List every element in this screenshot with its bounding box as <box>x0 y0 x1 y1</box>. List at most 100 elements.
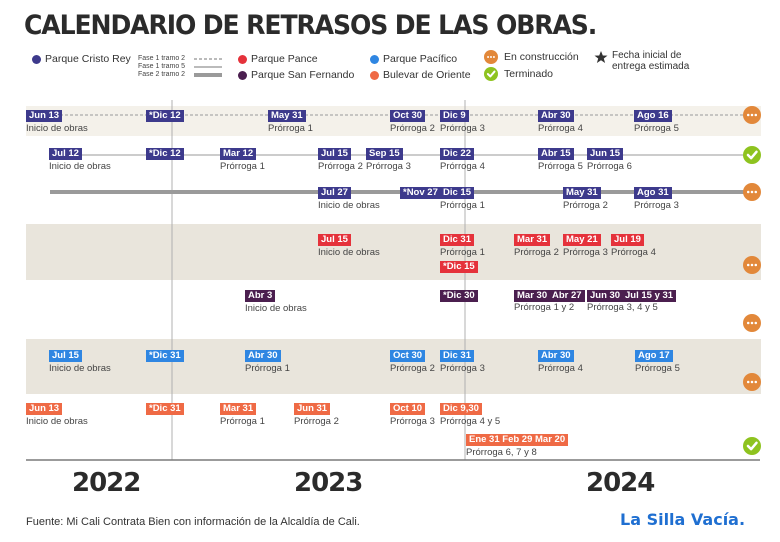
event-label: Prórroga 6 <box>587 161 632 172</box>
legend-label: Parque San Fernando <box>251 69 355 81</box>
event-date-tag: Ago 31 <box>634 187 672 199</box>
event-date-tag: *Dic 15 <box>440 261 478 273</box>
legend-dot <box>370 71 379 80</box>
event-date-tag: Dic 9,30 <box>440 403 482 415</box>
event-label: Inicio de obras <box>26 416 88 427</box>
event-date-tag: Jun 13 <box>26 403 63 415</box>
check-mark <box>746 441 758 451</box>
event-label: Prórroga 4 <box>440 161 485 172</box>
event-label: Prórroga 3 <box>440 363 485 374</box>
legend-star-label: Fecha inicial de entrega estimada <box>612 50 690 72</box>
event-label: Inicio de obras <box>245 303 307 314</box>
construction-dot <box>754 113 758 117</box>
row-band <box>26 339 761 394</box>
event-label: Prórroga 1 <box>440 247 485 258</box>
event-label: Prórroga 1 <box>220 161 265 172</box>
event-label: Prórroga 3, 4 y 5 <box>587 302 658 313</box>
event-date-tag: Abr 27 <box>549 290 585 302</box>
event-date-tag: Abr 3 <box>245 290 276 302</box>
construction-dot <box>746 321 750 325</box>
row-band <box>26 224 761 280</box>
brand-logo: La Silla Vacía. <box>620 510 746 529</box>
check-mark <box>746 150 758 160</box>
construction-dot <box>750 263 754 267</box>
legend-dot <box>238 55 247 64</box>
legend-label: Parque Pacífico <box>383 53 458 65</box>
done-icon <box>484 67 498 81</box>
event-date-tag: Ene 31 Feb 29 Mar 20 <box>466 434 569 446</box>
event-label: Prórroga 4 <box>538 363 583 374</box>
done-icon <box>743 146 761 164</box>
event-label: Prórroga 3 <box>440 123 485 134</box>
source-note: Fuente: Mi Cali Contrata Bien con inform… <box>26 516 360 528</box>
event-label: Prórroga 2 <box>390 363 435 374</box>
construction-dot <box>746 113 750 117</box>
legend-label: Parque Pance <box>251 53 318 65</box>
event-date-tag: Jul 12 <box>49 148 82 160</box>
event-date-tag: Jun 30 <box>587 290 624 302</box>
legend-phase-label: Fase 2 tramo 2 <box>138 71 186 78</box>
construction-dot <box>492 56 495 58</box>
event-date-tag: Oct 30 <box>390 110 426 122</box>
construction-dot <box>487 56 490 58</box>
event-label: Prórroga 5 <box>538 161 583 172</box>
event-label: Prórroga 1 <box>268 123 313 134</box>
event-label: Inicio de obras <box>318 247 380 258</box>
event-label: Prórroga 3 <box>563 247 608 258</box>
event-label: Prórroga 1 <box>220 416 265 427</box>
legend-dot <box>370 55 379 64</box>
event-date-tag: *Dic 12 <box>146 110 184 122</box>
construction-dot <box>750 190 754 194</box>
event-date-tag: Dic 22 <box>440 148 474 160</box>
legend-phase-label: Fase 1 tramo 2 <box>138 55 186 62</box>
event-date-tag: Mar 31 <box>514 234 551 246</box>
event-date-tag: Dic 31 <box>440 350 474 362</box>
legend-label: Bulevar de Oriente <box>383 69 471 81</box>
event-label: Inicio de obras <box>318 200 380 211</box>
event-date-tag: Jun 31 <box>294 403 331 415</box>
event-date-tag: Jun 13 <box>26 110 63 122</box>
event-date-tag: Dic 31 <box>440 234 474 246</box>
year-label: 2023 <box>294 468 363 498</box>
legend-dot <box>32 55 41 64</box>
legend-label: Parque Cristo Rey <box>45 53 131 65</box>
chart-title: CALENDARIO DE RETRASOS DE LAS OBRAS. <box>24 10 597 41</box>
event-date-tag: *Dic 12 <box>146 148 184 160</box>
construction-dot <box>746 263 750 267</box>
year-label: 2022 <box>72 468 141 498</box>
event-date-tag: Dic 9 <box>440 110 469 122</box>
event-date-tag: Mar 30 <box>514 290 551 302</box>
construction-dot <box>754 380 758 384</box>
event-date-tag: *Dic 31 <box>146 350 184 362</box>
construction-dot <box>490 56 492 58</box>
construction-dot <box>750 380 754 384</box>
event-date-tag: May 31 <box>563 187 601 199</box>
event-date-tag: Mar 31 <box>220 403 257 415</box>
construction-dot <box>754 190 758 194</box>
event-label: Prórroga 6, 7 y 8 <box>466 447 537 458</box>
construction-dot <box>750 113 754 117</box>
construction-dot <box>750 321 754 325</box>
event-label: Prórroga 4 <box>538 123 583 134</box>
event-date-tag: Jul 15 <box>318 234 351 246</box>
event-date-tag: Oct 30 <box>390 350 426 362</box>
event-date-tag: Dic 15 <box>440 187 474 199</box>
event-label: Inicio de obras <box>49 161 111 172</box>
event-date-tag: *Dic 30 <box>440 290 478 302</box>
event-date-tag: Abr 30 <box>538 350 574 362</box>
event-label: Prórroga 3 <box>634 200 679 211</box>
event-label: Prórroga 4 <box>611 247 656 258</box>
check-mark <box>486 70 496 78</box>
construction-dot <box>746 380 750 384</box>
event-date-tag: Jul 15 <box>49 350 82 362</box>
event-date-tag: Jul 19 <box>611 234 644 246</box>
event-date-tag: May 31 <box>268 110 306 122</box>
legend-status-label: En construcción <box>504 51 579 63</box>
event-label: Prórroga 4 y 5 <box>440 416 501 427</box>
legend-dot <box>238 71 247 80</box>
event-date-tag: Ago 17 <box>635 350 673 362</box>
event-date-tag: Ago 16 <box>634 110 672 122</box>
event-date-tag: *Nov 27 <box>400 187 441 199</box>
